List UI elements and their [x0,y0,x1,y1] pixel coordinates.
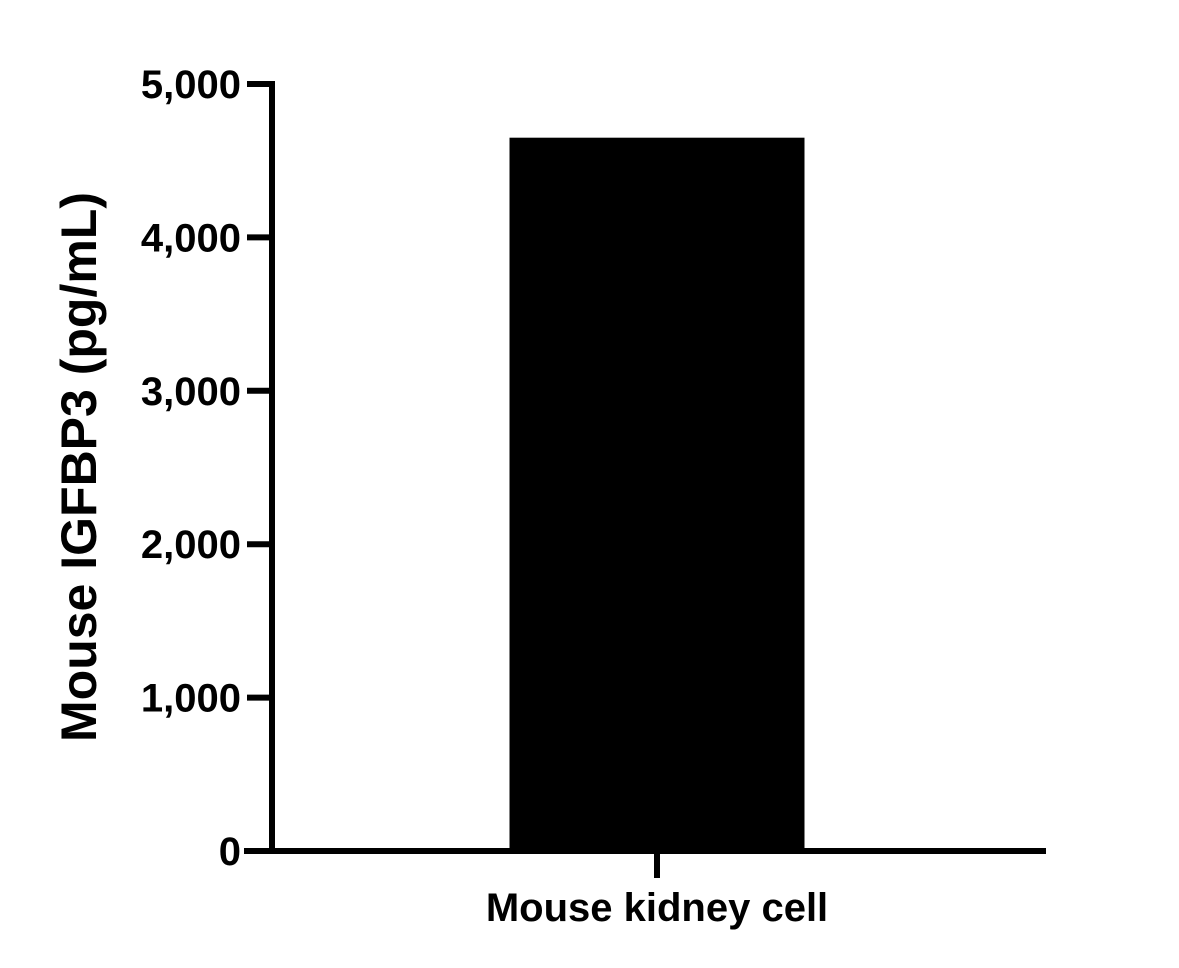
y-tick-label: 1,000 [141,677,241,721]
axes-layer [244,81,1046,854]
y-tick-label: 5,000 [141,63,241,107]
x-ticks: Mouse kidney cell [486,851,828,930]
bars-layer [509,137,805,851]
bar [509,137,805,851]
y-axis-title: Mouse IGFBP3 (pg/mL) [51,192,107,742]
y-tick-label: 0 [219,830,241,874]
y-ticks: 0 1,000 2,000 3,000 4,000 5,000 [141,63,272,874]
y-tick-label: 2,000 [141,523,241,567]
y-tick-label: 4,000 [141,216,241,260]
y-tick-label: 3,000 [141,370,241,414]
x-category-label: Mouse kidney cell [486,886,828,930]
